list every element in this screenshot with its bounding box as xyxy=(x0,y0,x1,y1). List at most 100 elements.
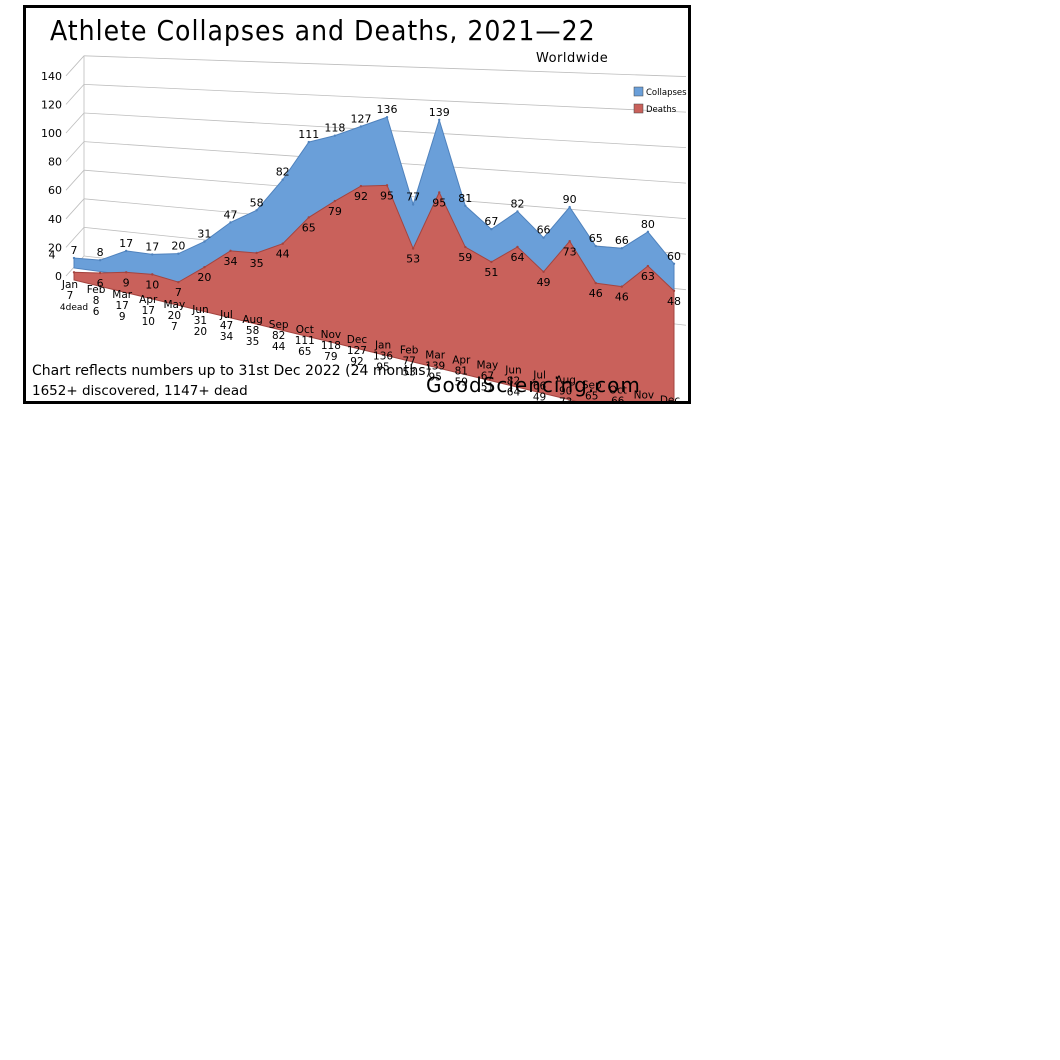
x-collapses-label: 111 xyxy=(295,335,315,347)
x-collapses-label: 31 xyxy=(194,315,207,327)
deaths-point xyxy=(542,270,545,274)
gridline-floor xyxy=(65,227,85,248)
collapses-value-label: 47 xyxy=(224,208,238,221)
x-collapses-label: 77 xyxy=(402,355,415,367)
legend-label-collapses: Collapses xyxy=(646,88,687,98)
legend-swatch-collapses xyxy=(633,86,644,97)
x-deaths-label: 44 xyxy=(272,341,286,353)
x-collapses-label: 8 xyxy=(93,295,100,307)
y-tick-label: 40 xyxy=(48,213,62,226)
collapses-value-label: 82 xyxy=(276,166,290,179)
x-collapses-label: 82 xyxy=(507,375,520,387)
collapses-point xyxy=(646,230,650,234)
deaths-point xyxy=(72,271,76,274)
x-collapses-label: 90 xyxy=(559,385,572,397)
collapses-point xyxy=(516,210,519,213)
chart-frame: 0 20 40 60 80 100 120 140 4 7 8 17 17 20 31 47 58 82 111 1… xyxy=(23,5,691,404)
y-tick-label: 140 xyxy=(41,70,62,83)
x-deaths-label: 20 xyxy=(194,326,207,338)
x-category-label: Nov xyxy=(634,389,655,401)
deaths-point xyxy=(255,251,258,255)
deaths-value-label: 53 xyxy=(406,253,420,266)
x-collapses-label: 67 xyxy=(481,370,494,382)
deaths-point xyxy=(646,264,650,268)
x-deaths-label: 49 xyxy=(533,391,546,401)
x-collapses-label: 58 xyxy=(246,325,259,337)
deaths-value-label: 10 xyxy=(145,278,159,291)
y-tick-label: 80 xyxy=(48,156,62,169)
collapses-value-label: 66 xyxy=(537,224,551,237)
deaths-point xyxy=(568,240,571,243)
deaths-value-label: 49 xyxy=(537,276,551,289)
legend-swatch-deaths xyxy=(633,103,644,114)
x-collapses-label: 20 xyxy=(168,310,181,322)
gridline-floor xyxy=(65,112,85,134)
x-deaths-label: 10 xyxy=(142,316,155,328)
collapses-point xyxy=(568,205,571,209)
collapses-value-label: 118 xyxy=(324,122,345,135)
deaths-value-label: 7 xyxy=(175,286,182,299)
collapses-value-label: 58 xyxy=(250,196,264,209)
collapses-value-label: 66 xyxy=(615,234,629,247)
x-collapses-label: 81 xyxy=(455,365,468,377)
x-deaths-label: 7 xyxy=(171,321,178,333)
collapses-point xyxy=(203,240,206,243)
deaths-point xyxy=(490,260,493,264)
deaths-point xyxy=(307,216,310,219)
collapses-value-label: 8 xyxy=(97,246,104,259)
deaths-point xyxy=(438,191,441,194)
deaths-value-label: 92 xyxy=(354,190,368,203)
collapses-point xyxy=(620,247,624,250)
deaths-value-label: 63 xyxy=(641,270,655,283)
x-deaths-label: 92 xyxy=(350,356,363,368)
x-category-label: Jan xyxy=(61,279,78,291)
collapses-value-label: 65 xyxy=(589,232,603,245)
x-collapses-label: 82 xyxy=(272,330,285,342)
x-collapses-label: 127 xyxy=(347,345,367,357)
collapses-value-label: 80 xyxy=(641,218,655,231)
x-category-label: Mar xyxy=(112,289,132,301)
x-deaths-label: 95 xyxy=(376,361,389,373)
x-category-label: Aug xyxy=(555,374,576,386)
x-category-label: Dec xyxy=(347,334,368,346)
area-layer xyxy=(72,115,676,401)
deaths-value-label: 64 xyxy=(510,251,524,264)
collapses-value-label: 81 xyxy=(458,192,472,205)
deaths-point xyxy=(151,273,154,276)
gridline xyxy=(83,84,687,113)
collapses-value-label: 139 xyxy=(429,106,450,119)
deaths-point xyxy=(464,245,467,249)
x-collapses-label: 7 xyxy=(67,290,74,302)
x-deaths-label: 51 xyxy=(481,381,494,393)
x-collapses-label: 80 xyxy=(637,400,650,401)
footnote-line-2: 1652+ discovered, 1147+ dead xyxy=(32,383,248,399)
collapses-point xyxy=(333,134,337,137)
deaths-value-label: 95 xyxy=(432,196,446,209)
x-category-label: May xyxy=(477,359,499,371)
deaths-value-label: 73 xyxy=(563,245,577,258)
x-deaths-label: 79 xyxy=(324,351,337,363)
collapses-point xyxy=(385,115,389,119)
collapses-point xyxy=(177,252,180,255)
deaths-point xyxy=(281,242,284,245)
y-tick-label: 120 xyxy=(41,98,62,111)
deaths-value-label: 35 xyxy=(250,257,264,270)
x-collapses-label: 65 xyxy=(585,390,598,401)
x-category-label: Jun xyxy=(191,304,208,316)
collapses-point xyxy=(594,244,597,248)
collapses-value-label: 17 xyxy=(119,237,133,250)
x-collapses-label: 66 xyxy=(611,395,625,401)
x-category-label: Jun xyxy=(504,364,521,376)
collapses-point xyxy=(359,125,363,128)
collapses-value-label: 4 xyxy=(49,248,56,261)
x-category-label: Jul xyxy=(219,309,233,321)
deaths-point xyxy=(229,249,232,253)
deaths-point xyxy=(203,266,206,269)
gridline xyxy=(83,55,687,77)
x-category-label: Mar xyxy=(425,349,445,361)
deaths-point xyxy=(177,280,180,284)
gridline-floor xyxy=(65,198,85,220)
collapses-value-label: 17 xyxy=(145,240,159,253)
y-tick-label: 60 xyxy=(48,184,62,197)
